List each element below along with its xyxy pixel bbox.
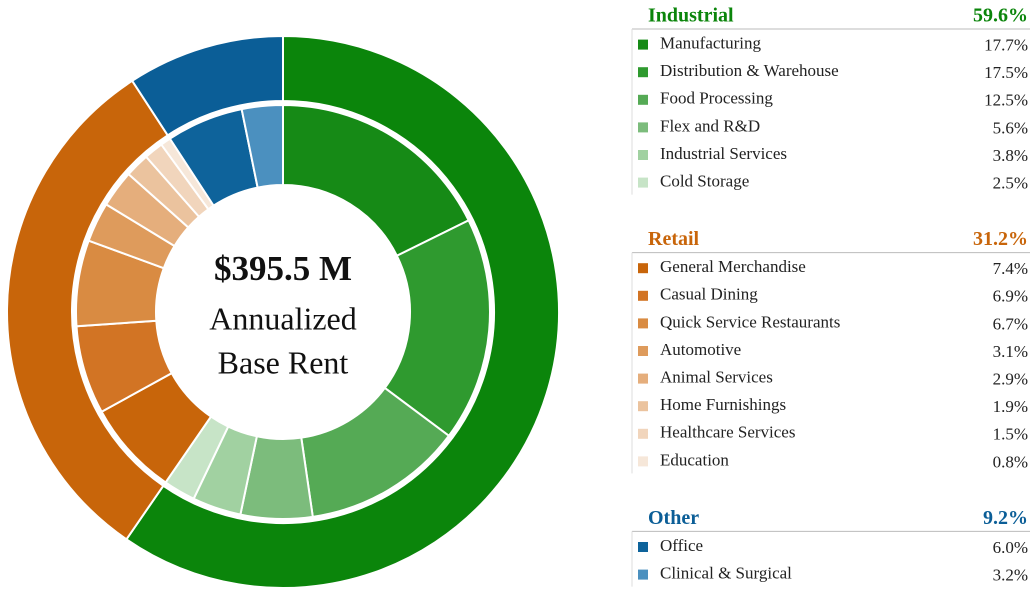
legend-item: General Merchandise bbox=[660, 257, 806, 276]
legend-swatch bbox=[638, 263, 648, 274]
center-amount: $395.5 M bbox=[214, 249, 352, 288]
legend-swatch bbox=[638, 373, 648, 384]
legend-swatch bbox=[638, 94, 648, 105]
legend-item: Education bbox=[660, 450, 729, 469]
legend-swatch bbox=[638, 542, 648, 552]
legend-swatch bbox=[638, 456, 648, 467]
legend-item-value: 3.8% bbox=[993, 146, 1028, 165]
legend-item: Automotive bbox=[660, 340, 741, 359]
legend-swatch bbox=[638, 290, 648, 301]
legend-item: Flex and R&D bbox=[660, 116, 760, 135]
legend-item: Casual Dining bbox=[660, 285, 758, 304]
legend-swatch bbox=[638, 122, 648, 133]
legend-item: Office bbox=[660, 536, 703, 555]
outer-segment bbox=[6, 79, 170, 541]
center-label: Annualized bbox=[209, 300, 357, 336]
legend-item-value: 6.9% bbox=[993, 287, 1028, 306]
legend-item-value: 6.0% bbox=[993, 538, 1028, 557]
legend-item-value: 17.7% bbox=[984, 36, 1028, 55]
legend-item-value: 6.7% bbox=[993, 314, 1028, 333]
legend-swatch bbox=[638, 401, 648, 412]
legend-swatch bbox=[638, 177, 648, 188]
legend-item-value: 0.8% bbox=[993, 452, 1028, 471]
legend-item-value: 3.2% bbox=[993, 566, 1028, 585]
legend-item: Manufacturing bbox=[660, 34, 762, 53]
legend-swatch bbox=[638, 39, 648, 50]
legend-item-value: 3.1% bbox=[993, 342, 1028, 361]
legend-item-value: 2.5% bbox=[993, 174, 1028, 193]
legend-item-value: 12.5% bbox=[984, 91, 1028, 110]
legend-swatch bbox=[638, 150, 648, 160]
legend-swatch bbox=[638, 346, 648, 356]
legend-item: Food Processing bbox=[660, 89, 773, 108]
legend-item-value: 5.6% bbox=[993, 118, 1028, 137]
legend-group-name: Industrial bbox=[648, 5, 734, 27]
legend-swatch bbox=[638, 67, 648, 78]
legend-item-value: 1.9% bbox=[993, 397, 1028, 416]
legend-item-value: 2.9% bbox=[993, 370, 1028, 389]
legend-item: Industrial Services bbox=[660, 144, 787, 163]
center-label: Base Rent bbox=[218, 344, 349, 380]
legend-swatch bbox=[638, 318, 648, 329]
outer-segment bbox=[125, 34, 560, 589]
legend-item-value: 17.5% bbox=[984, 63, 1028, 82]
inner-segment bbox=[240, 103, 284, 189]
outer-segment bbox=[130, 34, 284, 137]
legend-swatch bbox=[638, 428, 648, 439]
legend-item: Clinical & Surgical bbox=[660, 564, 792, 583]
legend-group-value: 31.2% bbox=[973, 228, 1028, 250]
legend-item: Cold Storage bbox=[660, 172, 749, 191]
legend-item: Healthcare Services bbox=[660, 423, 795, 442]
legend-group-name: Other bbox=[648, 507, 699, 529]
legend-item: Animal Services bbox=[660, 368, 773, 387]
legend-item: Home Furnishings bbox=[660, 395, 786, 414]
legend-group-name: Retail bbox=[648, 228, 700, 250]
legend-item-value: 1.5% bbox=[993, 425, 1028, 444]
legend-item-value: 7.4% bbox=[993, 259, 1028, 278]
legend-item: Distribution & Warehouse bbox=[660, 61, 839, 80]
legend-group-value: 59.6% bbox=[973, 5, 1028, 27]
legend-swatch bbox=[638, 569, 648, 580]
legend-item: Quick Service Restaurants bbox=[660, 312, 840, 331]
legend-group-value: 9.2% bbox=[983, 507, 1028, 529]
